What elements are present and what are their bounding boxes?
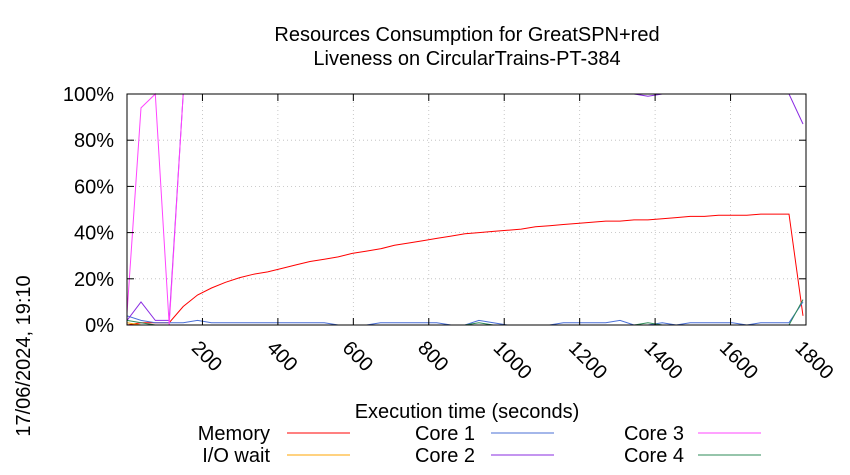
grid (127, 94, 806, 325)
y-tick-label: 100% (63, 84, 114, 106)
x-tick-label: 200 (187, 337, 226, 376)
legend-label-core-3: Core 3 (624, 423, 684, 445)
x-tick-label: 600 (338, 337, 377, 376)
y-tick-label: 60% (74, 176, 114, 198)
x-tick-label: 1200 (564, 337, 611, 384)
y-tick-label: 40% (74, 223, 114, 245)
x-tick-label: 1000 (489, 337, 536, 384)
y-tick-label: 20% (74, 269, 114, 291)
x-axis-label: Execution time (seconds) (355, 401, 580, 423)
series-line-core-4 (126, 299, 804, 326)
y-tick-label: 0% (85, 315, 114, 337)
plot-frame (126, 93, 807, 326)
x-tick-label: 800 (413, 337, 452, 376)
x-tick-label: 1600 (715, 337, 762, 384)
timestamp-label: 17/06/2024, 19:10 (13, 275, 35, 436)
chart-title-line2: Liveness on CircularTrains-PT-384 (313, 48, 620, 70)
series-line-core-3 (126, 92, 803, 326)
series-line-core-2 (126, 93, 804, 321)
y-axis: 0% 20% 40% 60% 80% 100% (63, 84, 806, 337)
series-group (126, 92, 804, 326)
series-line-memory (126, 213, 804, 326)
x-tick-label: 1800 (790, 337, 837, 384)
legend-label-core-2: Core 2 (415, 445, 475, 467)
legend-label-core-1: Core 1 (415, 423, 475, 445)
series-line-core-1 (126, 301, 804, 326)
x-tick-label: 400 (262, 337, 301, 376)
legend-label-i-o-wait: I/O wait (202, 445, 270, 467)
x-tick-label: 1400 (640, 337, 687, 384)
legend-label-core-4: Core 4 (624, 445, 684, 467)
y-tick-label: 80% (74, 130, 114, 152)
legend-label-memory: Memory (198, 423, 270, 445)
x-axis: 200 400 600 800 1000 1200 1400 1600 1800 (187, 94, 837, 384)
chart-title-line1: Resources Consumption for GreatSPN+red (274, 24, 659, 46)
